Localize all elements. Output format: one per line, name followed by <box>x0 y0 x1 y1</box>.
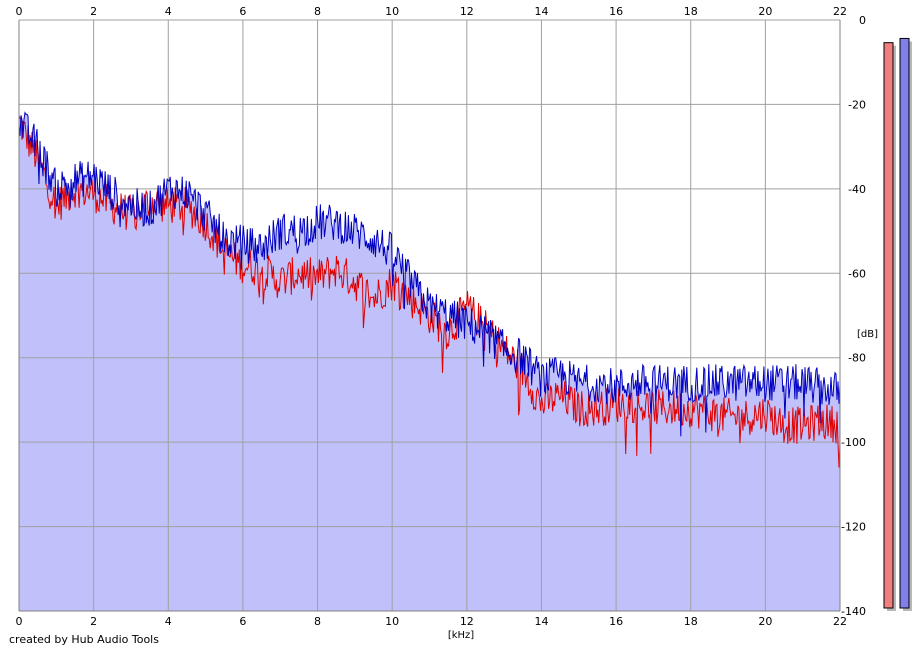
plot-axes <box>18 20 841 612</box>
x-tick-labels-bottom: 0 2 4 6 8 10 12 14 16 18 20 22 <box>16 615 848 628</box>
y-tick-label: -120 <box>841 521 866 534</box>
level-meter-red <box>883 42 894 609</box>
y-tick-label: -80 <box>848 352 866 365</box>
y-tick-label: -40 <box>848 183 866 196</box>
x-tick-label-top: 8 <box>314 5 321 18</box>
x-tick-label-top: 6 <box>239 5 246 18</box>
spectrum-fill <box>19 112 840 611</box>
x-tick-label-top: 2 <box>90 5 97 18</box>
y-tick-label: -20 <box>848 98 866 111</box>
x-tick-label-top: 12 <box>460 5 474 18</box>
x-tick-label-bottom: 18 <box>684 615 698 628</box>
x-tick-label-top: 14 <box>534 5 548 18</box>
x-tick-label-top: 22 <box>833 5 847 18</box>
series-lines <box>18 111 841 468</box>
x-tick-label-top: 18 <box>684 5 698 18</box>
level-meters <box>883 37 912 611</box>
y-axis-unit-label: [dB] <box>857 329 878 340</box>
x-tick-label-bottom: 12 <box>460 615 474 628</box>
y-tick-label: 0 <box>859 14 866 27</box>
y-tick-label: -60 <box>848 267 866 280</box>
x-tick-label-top: 20 <box>758 5 772 18</box>
x-tick-label-top: 16 <box>609 5 623 18</box>
x-tick-label-top: 0 <box>16 5 23 18</box>
x-tick-label-top: 10 <box>385 5 399 18</box>
x-tick-label-bottom: 22 <box>833 615 847 628</box>
x-tick-label-bottom: 10 <box>385 615 399 628</box>
x-tick-label-bottom: 16 <box>609 615 623 628</box>
spectrum-fill-area <box>19 112 840 611</box>
y-tick-labels: 0 -20 -40 -60 -80 -100 -120 -140 <box>841 14 866 618</box>
x-tick-label-bottom: 14 <box>534 615 548 628</box>
x-tick-labels-top: 0 2 4 6 8 10 12 14 16 18 20 22 <box>16 5 848 18</box>
x-tick-label-bottom: 2 <box>90 615 97 628</box>
x-tick-label-bottom: 8 <box>314 615 321 628</box>
x-tick-label-top: 4 <box>165 5 172 18</box>
series-line-red <box>18 115 841 468</box>
y-tick-label: -100 <box>841 436 866 449</box>
credit-text: created by Hub Audio Tools <box>9 633 159 646</box>
x-tick-label-bottom: 20 <box>758 615 772 628</box>
level-meter-blue <box>899 37 910 609</box>
y-tick-label: -140 <box>841 605 866 618</box>
x-tick-label-bottom: 4 <box>165 615 172 628</box>
x-axis-unit-label: [kHz] <box>448 630 474 641</box>
series-line-blue <box>18 111 841 437</box>
x-tick-label-bottom: 0 <box>16 615 23 628</box>
x-tick-label-bottom: 6 <box>239 615 246 628</box>
